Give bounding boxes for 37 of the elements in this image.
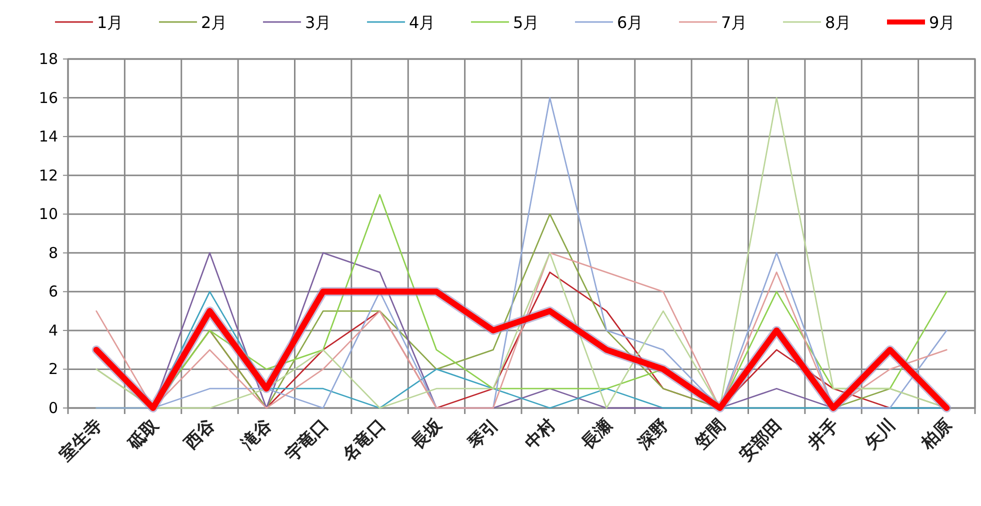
y-tick-label: 0	[48, 399, 58, 417]
line-series	[96, 97, 948, 409]
legend-label: 2月	[201, 13, 228, 32]
x-tick-label: 長坂	[407, 414, 447, 454]
y-tick-label: 2	[48, 360, 58, 378]
y-tick-label: 10	[38, 205, 58, 224]
y-tick-label: 6	[48, 282, 58, 301]
y-tick-label: 18	[38, 50, 58, 68]
x-tick-label: 矢川	[860, 415, 900, 454]
x-tick-label: 安部田	[736, 415, 786, 466]
x-tick-label: 琴引	[464, 415, 503, 454]
y-tick-label: 8	[48, 244, 58, 262]
legend-label: 6月	[617, 13, 644, 32]
x-tick-label: 柏原	[917, 415, 956, 454]
x-tick-label: 西谷	[180, 414, 220, 454]
y-tick-label: 16	[38, 88, 58, 107]
y-tick-label: 14	[38, 128, 58, 146]
x-tick-label: 砥取	[124, 414, 164, 454]
x-tick-label: 長瀬	[577, 415, 616, 454]
y-tick-label: 12	[38, 166, 58, 184]
x-tick-label: 室生寺	[56, 415, 106, 466]
legend-label: 3月	[305, 13, 332, 32]
x-tick-label: 笠間	[690, 415, 730, 454]
x-tick-label: 井手	[804, 415, 843, 454]
legend-label: 1月	[97, 13, 124, 32]
legend-label: 4月	[409, 13, 436, 32]
legend-label: 5月	[513, 13, 540, 32]
x-tick-label: 宇竜口	[282, 415, 333, 466]
x-tick-label: 中村	[521, 415, 560, 454]
x-tick-label: 名竜口	[338, 415, 390, 466]
x-tick-label: 滝谷	[237, 414, 277, 454]
y-tick-label: 4	[48, 321, 58, 340]
x-tick-label: 深野	[634, 415, 673, 454]
legend-label: 7月	[721, 13, 748, 32]
legend-label: 9月	[929, 13, 956, 32]
line-series	[96, 252, 948, 409]
legend-label: 8月	[825, 13, 852, 32]
